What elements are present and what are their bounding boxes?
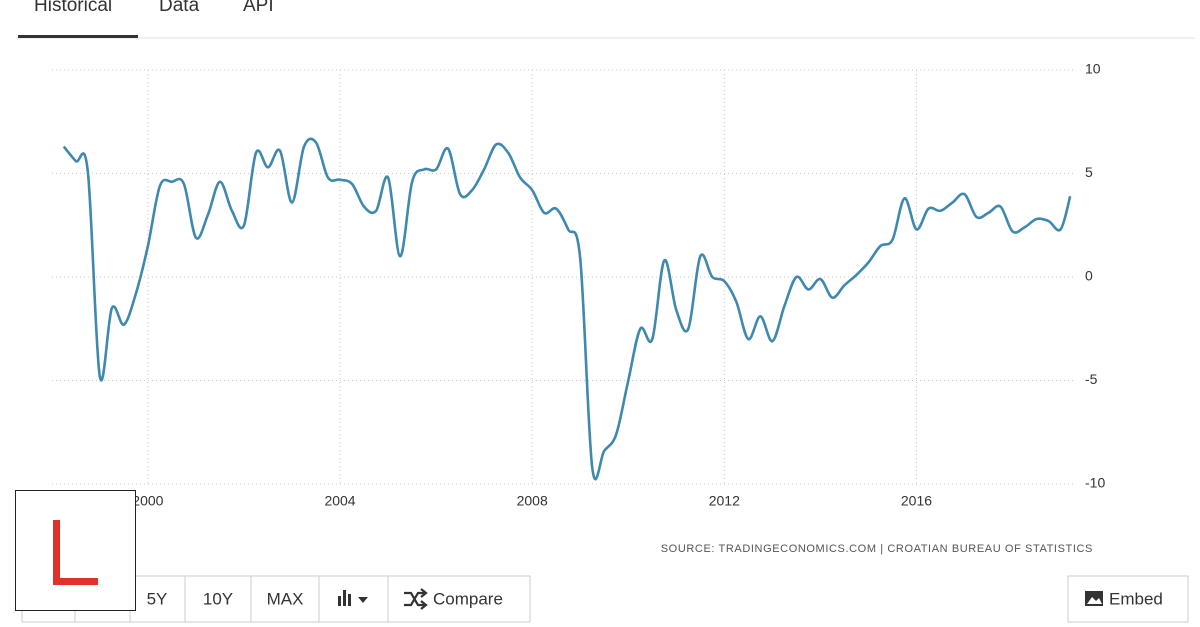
shuffle-lines <box>404 591 425 607</box>
tab[interactable]: Data <box>159 0 200 16</box>
button-max[interactable]: MAX <box>267 589 304 608</box>
button-embed[interactable]: Embed <box>1109 589 1163 608</box>
button-compare[interactable]: Compare <box>433 589 503 608</box>
tab[interactable]: Historical <box>34 0 112 16</box>
x-tick-label: 2008 <box>517 493 548 509</box>
compare-icon <box>404 588 428 610</box>
y-tick-label: 0 <box>1085 268 1093 284</box>
image-icon-mountain <box>1087 597 1102 604</box>
active-tab-underline <box>18 35 138 38</box>
logo-overlay <box>15 490 136 611</box>
chart-type-button[interactable] <box>338 590 368 606</box>
x-tick-label: 2004 <box>324 493 355 509</box>
y-tick-label: 10 <box>1085 61 1101 77</box>
logo-letter <box>53 520 98 585</box>
data-line <box>62 137 1072 481</box>
shuffle-arrows <box>420 588 428 610</box>
icon-bar <box>343 590 346 606</box>
logo-box <box>15 490 136 611</box>
button-5y[interactable]: 5Y <box>147 589 168 608</box>
x-tick-label: 2016 <box>901 493 932 509</box>
icon-bar <box>348 594 351 606</box>
x-tick-label: 2000 <box>132 493 163 509</box>
source-note: SOURCE: TRADINGECONOMICS.COM | CROATIAN … <box>661 543 1093 555</box>
tab[interactable]: API <box>243 0 274 16</box>
y-tick-label: 5 <box>1085 164 1093 180</box>
y-tick-label: -10 <box>1085 475 1105 491</box>
dropdown-caret <box>358 597 368 603</box>
icon-bar <box>338 596 341 606</box>
button-10y[interactable]: 10Y <box>203 589 233 608</box>
plot: 10 5 0 -5 -10 2000 2004 2008 2012 2016 <box>52 61 1105 509</box>
x-tick-label: 2012 <box>709 493 740 509</box>
embed-icon <box>1085 591 1103 606</box>
y-tick-label: -5 <box>1085 371 1098 387</box>
